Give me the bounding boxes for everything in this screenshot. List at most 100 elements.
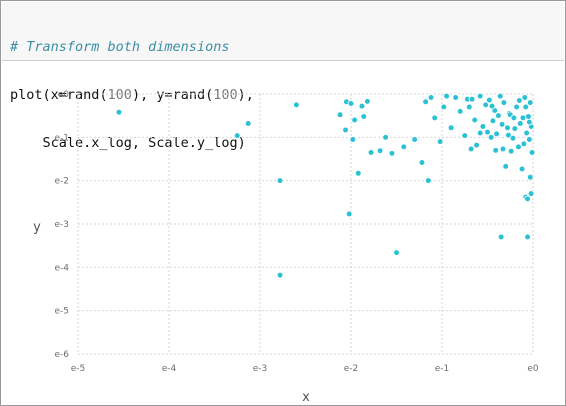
data-point [526,118,533,126]
data-point [411,136,419,143]
data-point [422,98,429,106]
y-tick-label: e-5 [54,307,69,317]
code-line-3: Scale.x_log, Scale.y_log) [10,135,246,151]
data-point [447,124,455,132]
data-point [476,92,484,100]
data-point [513,103,520,111]
data-point [486,96,493,104]
data-point [431,114,439,122]
data-point [418,159,426,166]
data-point [510,114,518,122]
x-tick-label: e-5 [71,364,86,374]
data-point [436,138,444,145]
data-point [233,132,241,139]
data-point [520,140,528,148]
data-point [465,103,473,111]
data-point [456,108,464,115]
data-point [468,95,476,103]
y-tick-label: e-1 [54,133,69,143]
data-point [522,103,530,111]
data-point [524,195,531,203]
data-point [497,233,505,241]
data-point [515,143,522,151]
x-tick-label: e-3 [253,364,268,374]
x-tick-label: e-2 [344,364,359,374]
data-point [425,177,432,184]
data-point [452,94,459,101]
data-point [525,113,532,120]
data-point [528,149,536,156]
data-point [276,271,284,279]
data-point [487,134,495,141]
data-point [293,101,300,109]
data-point [509,134,517,142]
x-tick-label: e-4 [162,364,177,374]
data-point [488,102,496,110]
data-point [482,101,489,109]
data-point [476,129,484,137]
data-point [505,131,512,139]
data-point [526,136,533,143]
data-point [336,111,344,119]
y-tick-label: e-2 [54,177,69,187]
data-point [492,147,499,154]
data-point [526,99,534,106]
data-point [523,129,530,137]
code-line-2-suffix: ), [237,87,254,103]
data-point [467,145,475,153]
data-point [496,92,504,100]
data-point [493,130,500,138]
data-point [388,150,396,157]
data-point [519,114,527,122]
data-point [351,116,358,124]
x-tick-label: e0 [527,364,539,374]
data-points [115,92,536,279]
data-point [500,99,508,106]
data-point [427,94,435,101]
code-line-2-prefix: plot(x=rand( [10,87,108,103]
code-comment: # Transform both dimensions [10,39,230,55]
data-point [461,132,469,139]
data-point [473,141,480,149]
data-point [516,97,523,104]
y-tick-label: e-4 [54,263,69,273]
code-line-2: plot(x=rand(100), y=rand(100), [10,87,564,103]
data-point [499,145,507,153]
data-point [400,143,408,151]
code-number-2: 100 [213,87,238,103]
y-tick-label: e-6 [54,350,69,360]
data-point [479,123,487,130]
x-axis-label: x [302,390,310,405]
data-point [393,249,400,256]
y-tick-label: e-3 [54,220,69,230]
scatter-plot: e0e-1e-2e-3e-4e-5e-6 e-5 e-4 e-3 e-2 e-1 e0 y… [33,90,539,405]
data-point [511,125,519,132]
code-cell[interactable]: # Transform both dimensions plot(x=rand(… [2,2,564,151]
data-point [342,126,349,134]
data-point [498,121,506,128]
data-point [518,165,526,173]
x-tick-labels: e-5 e-4 e-3 e-2 e-1 e0 [71,364,539,374]
data-point [354,170,362,177]
data-point [504,124,511,132]
data-point [443,92,450,100]
data-point [489,117,497,125]
data-point [358,102,366,110]
data-point [244,120,252,127]
data-point [502,163,510,170]
x-tick-label: e-1 [435,364,450,374]
code-number-1: 100 [107,87,132,103]
data-point [527,190,535,197]
data-point [521,94,529,101]
data-point [376,147,384,155]
data-point [471,116,479,124]
grid-lines [77,93,534,355]
y-axis-label: y [33,220,41,235]
plot-area: e0 e-1 e-2 e-3 e-4 e-5 e-6 e-5 e-4 e-3 e-2 e-1 e0 y… [1,61,565,405]
data-point [360,113,368,120]
data-point [364,98,371,105]
data-point [115,108,123,116]
data-point [367,149,375,156]
data-point [347,100,355,107]
